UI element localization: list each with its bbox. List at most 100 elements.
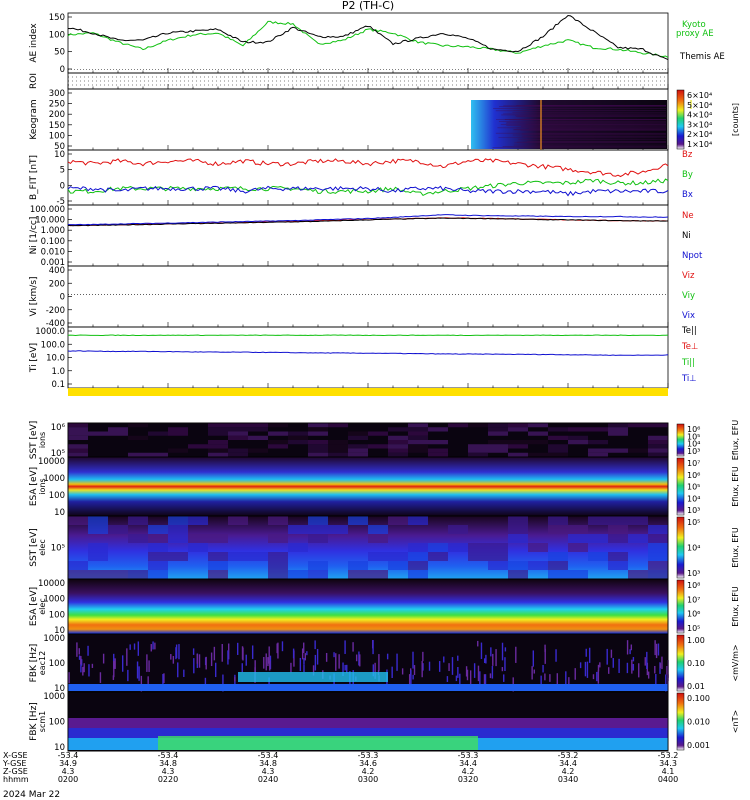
spectrogram-cell: [488, 423, 508, 428]
fbk-burst: [352, 642, 354, 652]
colorbar-tick: 4×10⁴: [687, 111, 712, 120]
y-tick-label: 100: [49, 610, 65, 620]
panel-ylabel: B_FIT [nT]: [29, 155, 39, 200]
y-tick-label: 100: [49, 131, 65, 141]
y-tick-label: 1000: [43, 595, 65, 605]
colorbar: [676, 423, 685, 457]
spectrogram-cell: [568, 435, 588, 440]
spectrogram-cell: [648, 435, 668, 440]
spectrogram-cell: [548, 552, 568, 561]
fbk-burst: [147, 676, 149, 684]
spectrogram-cell: [208, 534, 228, 543]
legend-kyoto: Kyoto: [682, 20, 706, 30]
spectrogram-cell: [408, 435, 428, 440]
spectrogram-cell: [228, 448, 248, 453]
fbk-burst: [113, 660, 115, 678]
fbk-burst: [91, 663, 94, 668]
fbk-burst: [121, 655, 124, 672]
fbk-burst: [515, 646, 517, 663]
fbk-burst: [626, 662, 629, 674]
fbk-burst: [355, 654, 358, 662]
x-axis-tick-label: -53.3: [358, 751, 379, 760]
fbk-burst: [646, 651, 648, 670]
fbk-burst: [391, 666, 393, 679]
fbk-burst: [647, 671, 650, 679]
spectrogram-cell: [468, 552, 488, 561]
colorbar-tick: 10⁷: [687, 459, 700, 468]
spectrogram-cell: [568, 440, 588, 445]
colorbar-tick: 5×10⁴: [687, 101, 712, 110]
spectrogram-cell: [128, 452, 148, 457]
y-tick-label: 1.000: [41, 226, 65, 236]
spectrogram-cell: [648, 423, 668, 428]
panel-3: B_FIT [nT] 10 5 0 -5 Bz By Bx: [29, 149, 693, 207]
fbk-burst: [172, 656, 175, 664]
spectrogram-cell: [328, 452, 348, 457]
legend-Bx: Bx: [682, 190, 693, 200]
fbk-burst: [597, 670, 600, 684]
fbk-burst: [372, 640, 374, 655]
colorbar-tick: 10⁵: [687, 624, 700, 633]
y-tick-label: 10⁵: [51, 449, 65, 459]
spectrogram-cell: [288, 435, 308, 440]
x-axis-tick-label: 4.2: [562, 767, 575, 776]
legend-Te⊥: Te⊥: [681, 342, 698, 352]
spectrogram-cell: [168, 431, 188, 436]
spectrogram-cell: [348, 444, 368, 449]
spectrogram-cell: [108, 427, 128, 432]
spectrogram-cell: [168, 516, 188, 525]
spectrogram-cell: [428, 543, 448, 552]
spectrogram-cell: [148, 431, 168, 436]
spectrogram-cell: [148, 452, 168, 457]
fbk-burst: [292, 648, 295, 659]
spectrogram-image: [68, 579, 668, 634]
colorbar-tick: 1.00: [687, 636, 705, 645]
legend-Ne: Ne: [682, 211, 694, 221]
spectrogram-cell: [408, 427, 428, 432]
fbk-burst: [303, 658, 305, 665]
spectrogram-cell: [368, 431, 388, 436]
fbk-burst: [374, 662, 376, 679]
panel-frame: [67, 265, 669, 328]
spectrogram-cell: [208, 444, 228, 449]
spectrogram-cell: [548, 561, 568, 570]
colorbar-tick: 6×10⁴: [687, 91, 712, 100]
fbk-burst: [466, 669, 469, 681]
spectrogram-cell: [648, 448, 668, 453]
spectrogram-cell: [268, 534, 288, 543]
spectrogram-cell: [148, 525, 168, 534]
fbk-burst: [254, 660, 256, 674]
colorbar-label: <mV/m>: [731, 644, 740, 681]
fbk-burst: [325, 652, 328, 662]
spectrogram-cell: [628, 534, 648, 543]
fbk-burst: [136, 661, 139, 679]
fbk-burst: [112, 675, 115, 680]
y-tick-label: 300: [49, 89, 65, 99]
fbk-burst: [306, 651, 308, 656]
fbk-burst: [265, 653, 267, 671]
series-line-Kyoto proxy AE: [67, 20, 669, 58]
fbk-burst: [344, 664, 346, 671]
panel-ylabel-species: elec: [38, 598, 47, 614]
spectrogram-cell: [328, 423, 348, 428]
spectrogram-cell: [348, 516, 368, 525]
fbk-burst: [654, 640, 656, 656]
y-tick-label: 0: [60, 293, 65, 303]
fbk-burst: [210, 652, 213, 667]
spectrogram-cell: [388, 561, 408, 570]
spectrogram-cell: [348, 561, 368, 570]
spectrogram-cell: [268, 516, 288, 525]
spectrogram-cell: [88, 543, 108, 552]
spectrogram-cell: [528, 423, 548, 428]
fbk-burst: [412, 651, 414, 669]
fbk-burst: [333, 652, 335, 658]
colorbar-label: [counts]: [731, 103, 740, 136]
fbk-burst: [638, 663, 640, 678]
fbk-burst: [138, 666, 140, 681]
spectrogram-cell: [168, 534, 188, 543]
fbk-burst: [597, 664, 600, 672]
spectrogram-cell: [388, 435, 408, 440]
panel-ylabel: ESA [eV]: [29, 587, 39, 626]
spectrogram-cell: [588, 534, 608, 543]
spectrogram-cell: [568, 570, 588, 579]
